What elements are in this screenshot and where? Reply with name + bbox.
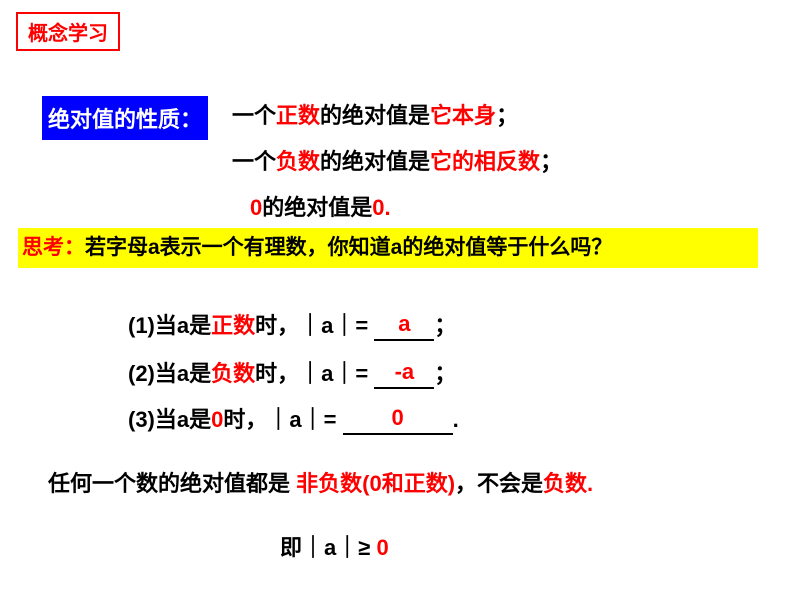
c1-pre: (1)当a是 — [128, 313, 211, 338]
rule1-mid: 的绝对值是 — [320, 103, 430, 128]
rule-2: 一个负数的绝对值是它的相反数； — [232, 144, 562, 176]
sum-mid: ，不会是 — [455, 471, 543, 496]
rule-3: 0的绝对值是0. — [250, 190, 391, 222]
rule1-end: ； — [496, 103, 518, 128]
concept-label: 概念学习 — [28, 23, 108, 45]
case-3: (3)当a是0时，｜a｜= 0. — [128, 402, 459, 435]
c3-ans: 0 — [391, 405, 403, 430]
c1-blank: a — [374, 313, 434, 341]
think-text: 若字母a表示一个有理数，你知道a的绝对值等于什么吗？ — [85, 236, 612, 259]
c2-end: ； — [434, 361, 456, 386]
rule3-red2: 0. — [372, 195, 390, 220]
rule2-pre: 一个 — [232, 149, 276, 174]
sum-pre: 任何一个数的绝对值都是 — [48, 471, 290, 496]
c3-mid: 时，｜a｜= — [223, 407, 342, 432]
rule1-pre: 一个 — [232, 103, 276, 128]
sum-red1: 非负数(0和正数) — [296, 471, 455, 496]
c2-mid: 时，｜a｜= — [255, 361, 374, 386]
c3-blank: 0 — [343, 407, 453, 435]
c3-end: . — [453, 407, 459, 432]
final-pre: 即｜a｜≥ — [280, 535, 376, 560]
rule2-mid: 的绝对值是 — [320, 149, 430, 174]
case-2: (2)当a是负数时，｜a｜= -a ； — [128, 356, 456, 389]
rule1-red2: 它本身 — [430, 103, 496, 128]
c2-red: 负数 — [211, 361, 255, 386]
c2-ans: -a — [395, 359, 415, 384]
concept-label-box: 概念学习 — [16, 12, 120, 51]
rule2-red2: 它的相反数 — [430, 149, 540, 174]
rule2-end: ； — [540, 149, 562, 174]
rule2-red1: 负数 — [276, 149, 320, 174]
c2-pre: (2)当a是 — [128, 361, 211, 386]
c2-blank: -a — [374, 361, 434, 389]
think-label: 思考： — [22, 236, 85, 259]
c1-end: ； — [434, 313, 456, 338]
case-1: (1)当a是正数时，｜a｜= a ； — [128, 308, 456, 341]
abs-properties-label: 绝对值的性质： — [42, 96, 208, 140]
c3-red: 0 — [211, 407, 223, 432]
abs-prop-text: 绝对值的性质： — [48, 107, 202, 132]
think-box: 思考：若字母a表示一个有理数，你知道a的绝对值等于什么吗？ — [18, 228, 758, 268]
summary-line: 任何一个数的绝对值都是 非负数(0和正数)，不会是负数. — [48, 466, 593, 498]
sum-red2: 负数. — [543, 471, 593, 496]
rule-1: 一个正数的绝对值是它本身； — [232, 98, 518, 130]
final-red: 0 — [376, 535, 388, 560]
c1-mid: 时，｜a｜= — [255, 313, 374, 338]
rule3-mid: 的绝对值是 — [262, 195, 372, 220]
c1-red: 正数 — [211, 313, 255, 338]
c1-ans: a — [398, 311, 410, 336]
c3-pre: (3)当a是 — [128, 407, 211, 432]
rule1-red1: 正数 — [276, 103, 320, 128]
final-line: 即｜a｜≥ 0 — [280, 530, 389, 562]
rule3-red1: 0 — [250, 195, 262, 220]
